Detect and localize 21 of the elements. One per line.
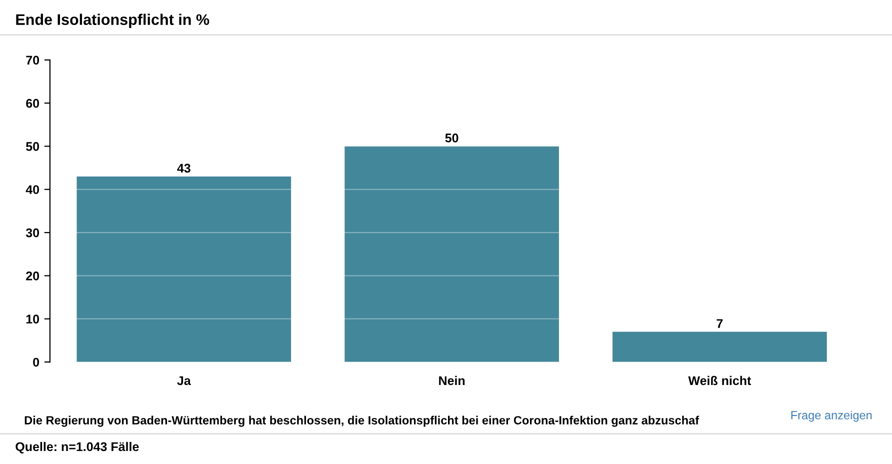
data-label: 43	[177, 164, 190, 173]
y-tick-label: 50	[26, 142, 40, 151]
bar	[344, 146, 559, 362]
bar	[612, 332, 827, 362]
source-note: Quelle: n=1.043 Fälle	[16, 442, 139, 454]
text: Frage anzeigen	[791, 410, 872, 422]
bar	[76, 176, 292, 362]
text: Die Regierung von Baden-Württemberg hat beschlossen, die Isolationspflicht bei einer Corona-Infektion ganz abzuschaf	[24, 416, 700, 427]
y-tick-label: 0	[33, 358, 40, 367]
x-tick-label: Nein	[439, 376, 465, 386]
chart-title: Ende Isolationspflicht in %	[16, 14, 210, 28]
y-tick-label: 30	[26, 228, 40, 238]
y-tick-label: 40	[26, 185, 40, 194]
y-tick-label: 10	[26, 314, 40, 324]
data-label: 7	[716, 319, 723, 328]
y-tick-label: 70	[26, 56, 40, 65]
y-tick-label: 60	[26, 98, 40, 108]
y-tick-label: 20	[26, 272, 40, 280]
x-tick-label: Weiß nicht	[688, 376, 752, 386]
x-tick-label: Ja	[177, 376, 191, 386]
data-label: 50	[445, 134, 458, 142]
